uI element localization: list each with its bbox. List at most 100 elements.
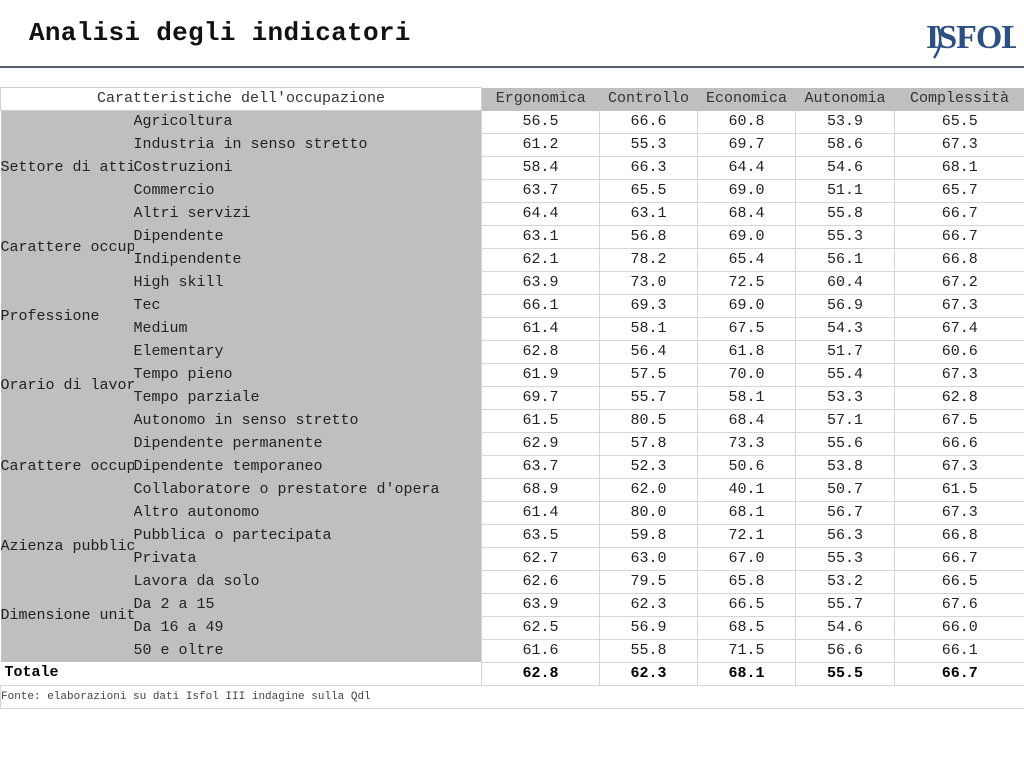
total-value-cell: 55.5 [795, 662, 895, 686]
value-cell: 66.0 [894, 616, 1024, 640]
table-row: Da 16 a 49 62.5 56.9 68.5 54.6 66.0 [1, 616, 1024, 640]
value-cell: 55.8 [599, 639, 698, 663]
row-label: Collaboratore o prestatore d'opera [133, 478, 482, 501]
value-cell: 58.1 [599, 317, 698, 341]
value-cell: 65.5 [894, 110, 1024, 134]
value-cell: 60.6 [894, 340, 1024, 364]
value-cell: 60.4 [795, 271, 895, 295]
value-cell: 62.8 [481, 340, 600, 364]
value-cell: 69.0 [697, 179, 796, 203]
row-label: Dipendente [133, 225, 482, 248]
value-cell: 67.5 [697, 317, 796, 341]
indicators-table: Caratteristiche dell'occupazione Ergonom… [0, 87, 1024, 709]
value-cell: 67.5 [894, 409, 1024, 433]
value-cell: 80.0 [599, 501, 698, 525]
value-cell: 66.6 [599, 110, 698, 134]
value-cell: 61.8 [697, 340, 796, 364]
value-cell: 58.4 [481, 156, 600, 180]
value-cell: 56.4 [599, 340, 698, 364]
value-cell: 61.5 [894, 478, 1024, 502]
value-cell: 67.3 [894, 294, 1024, 318]
value-cell: 68.5 [697, 616, 796, 640]
value-cell: 67.3 [894, 133, 1024, 157]
value-cell: 52.3 [599, 455, 698, 479]
value-cell: 69.0 [697, 225, 796, 249]
value-cell: 56.6 [795, 639, 895, 663]
value-cell: 63.1 [599, 202, 698, 226]
value-cell: 60.8 [697, 110, 796, 134]
value-cell: 62.1 [481, 248, 600, 272]
column-header: Ergonomica [481, 87, 600, 111]
value-cell: 66.1 [894, 639, 1024, 663]
value-cell: 63.7 [481, 179, 600, 203]
row-label: Agricoltura [133, 110, 482, 133]
value-cell: 50.6 [697, 455, 796, 479]
value-cell: 51.1 [795, 179, 895, 203]
value-cell: 67.4 [894, 317, 1024, 341]
row-label: Da 2 a 15 [133, 593, 482, 616]
value-cell: 69.3 [599, 294, 698, 318]
value-cell: 63.7 [481, 455, 600, 479]
column-header: Controllo [599, 87, 698, 111]
value-cell: 51.7 [795, 340, 895, 364]
value-cell: 57.8 [599, 432, 698, 456]
total-label: Totale [0, 662, 482, 686]
group-label: Orario di lavoro [0, 363, 134, 409]
value-cell: 56.8 [599, 225, 698, 249]
group-label: Carattere occupazione [0, 225, 134, 271]
value-cell: 66.8 [894, 524, 1024, 548]
value-cell: 73.0 [599, 271, 698, 295]
row-label: Autonomo in senso stretto [133, 409, 482, 432]
value-cell: 66.7 [894, 202, 1024, 226]
value-cell: 56.3 [795, 524, 895, 548]
value-cell: 66.3 [599, 156, 698, 180]
value-cell: 55.3 [795, 547, 895, 571]
value-cell: 66.6 [894, 432, 1024, 456]
total-value-cell: 62.8 [481, 662, 600, 686]
table-row: Tempo parziale 69.7 55.7 58.1 53.3 62.8 [1, 386, 1024, 410]
row-label: Da 16 a 49 [133, 616, 482, 639]
value-cell: 62.9 [481, 432, 600, 456]
value-cell: 53.3 [795, 386, 895, 410]
value-cell: 63.9 [481, 271, 600, 295]
value-cell: 62.8 [894, 386, 1024, 410]
table-row: Industria in senso stretto 61.2 55.3 69.7 58… [1, 133, 1024, 157]
value-cell: 65.5 [599, 179, 698, 203]
table-row: Altro autonomo 61.4 80.0 68.1 56.7 67.3 [1, 501, 1024, 525]
row-label: 50 e oltre [133, 639, 482, 662]
source-note: Fonte: elaborazioni su dati Isfol III in… [0, 684, 1024, 709]
value-cell: 53.9 [795, 110, 895, 134]
value-cell: 56.1 [795, 248, 895, 272]
value-cell: 71.5 [697, 639, 796, 663]
row-label: Altri servizi [133, 202, 482, 225]
table-row: Settore di attivitàAgricoltura56.566.660… [0, 110, 1024, 225]
row-label: Commercio [133, 179, 482, 202]
table-row: Altri servizi 64.4 63.1 68.4 55.8 66.7 [1, 202, 1024, 226]
row-header-label: Caratteristiche dell'occupazione [0, 87, 483, 111]
row-label: Industria in senso stretto [133, 133, 482, 156]
row-label: Tempo parziale [133, 386, 482, 409]
row-label: High skill [133, 271, 482, 294]
table-row: Costruzioni 58.4 66.3 64.4 54.6 68.1 [1, 156, 1024, 180]
value-cell: 56.7 [795, 501, 895, 525]
value-cell: 79.5 [599, 570, 698, 594]
table-row: Commercio 63.7 65.5 69.0 51.1 65.7 [1, 179, 1024, 203]
value-cell: 53.2 [795, 570, 895, 594]
value-cell: 73.3 [697, 432, 796, 456]
row-label: Medium [133, 317, 482, 340]
value-cell: 64.4 [481, 202, 600, 226]
value-cell: 66.8 [894, 248, 1024, 272]
table-row: 50 e oltre 61.6 55.8 71.5 56.6 66.1 [1, 639, 1024, 663]
value-cell: 61.6 [481, 639, 600, 663]
value-cell: 63.9 [481, 593, 600, 617]
page-title: Analisi degli indicatori [29, 18, 411, 48]
value-cell: 65.8 [697, 570, 796, 594]
table-row: Azienza pubblica oPubblica o partecipata… [0, 524, 1024, 570]
value-cell: 61.5 [481, 409, 600, 433]
value-cell: 72.1 [697, 524, 796, 548]
table-row: Indipendente 62.1 78.2 65.4 56.1 66.8 [1, 248, 1024, 272]
value-cell: 68.1 [697, 501, 796, 525]
row-label: Lavora da solo [133, 570, 482, 593]
value-cell: 57.5 [599, 363, 698, 387]
value-cell: 61.2 [481, 133, 600, 157]
